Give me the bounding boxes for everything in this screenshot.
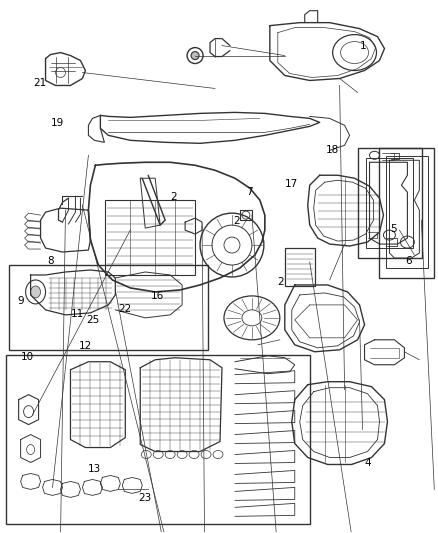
Bar [357, 148, 422, 258]
Text: 1: 1 [360, 41, 367, 51]
Text: 2: 2 [170, 192, 177, 203]
Text: 5: 5 [390, 224, 397, 235]
Text: 4: 4 [364, 458, 371, 468]
Text: 22: 22 [119, 304, 132, 314]
Bar [6, 355, 310, 524]
Text: 25: 25 [86, 314, 99, 325]
Text: 16: 16 [151, 290, 165, 301]
Text: 23: 23 [138, 492, 152, 503]
Text: 7: 7 [246, 187, 253, 197]
Text: 10: 10 [20, 352, 33, 362]
Text: 11: 11 [71, 309, 84, 319]
Text: 21: 21 [33, 78, 46, 88]
Bar [106, 200, 195, 275]
Bar [285, 248, 314, 286]
Text: 19: 19 [51, 118, 64, 128]
Text: 12: 12 [79, 341, 92, 351]
Text: 2: 2 [277, 278, 283, 287]
Bar [386, 156, 428, 268]
Text: 9: 9 [17, 296, 24, 306]
Ellipse shape [191, 52, 199, 60]
Bar [366, 158, 413, 248]
Bar [9, 265, 208, 350]
Ellipse shape [31, 286, 41, 298]
Text: 18: 18 [326, 144, 339, 155]
Text: 17: 17 [284, 179, 298, 189]
Text: 2: 2 [233, 216, 240, 227]
Text: 13: 13 [88, 464, 101, 473]
Text: 6: 6 [406, 256, 412, 266]
Bar [379, 148, 434, 278]
Text: 8: 8 [48, 256, 54, 266]
